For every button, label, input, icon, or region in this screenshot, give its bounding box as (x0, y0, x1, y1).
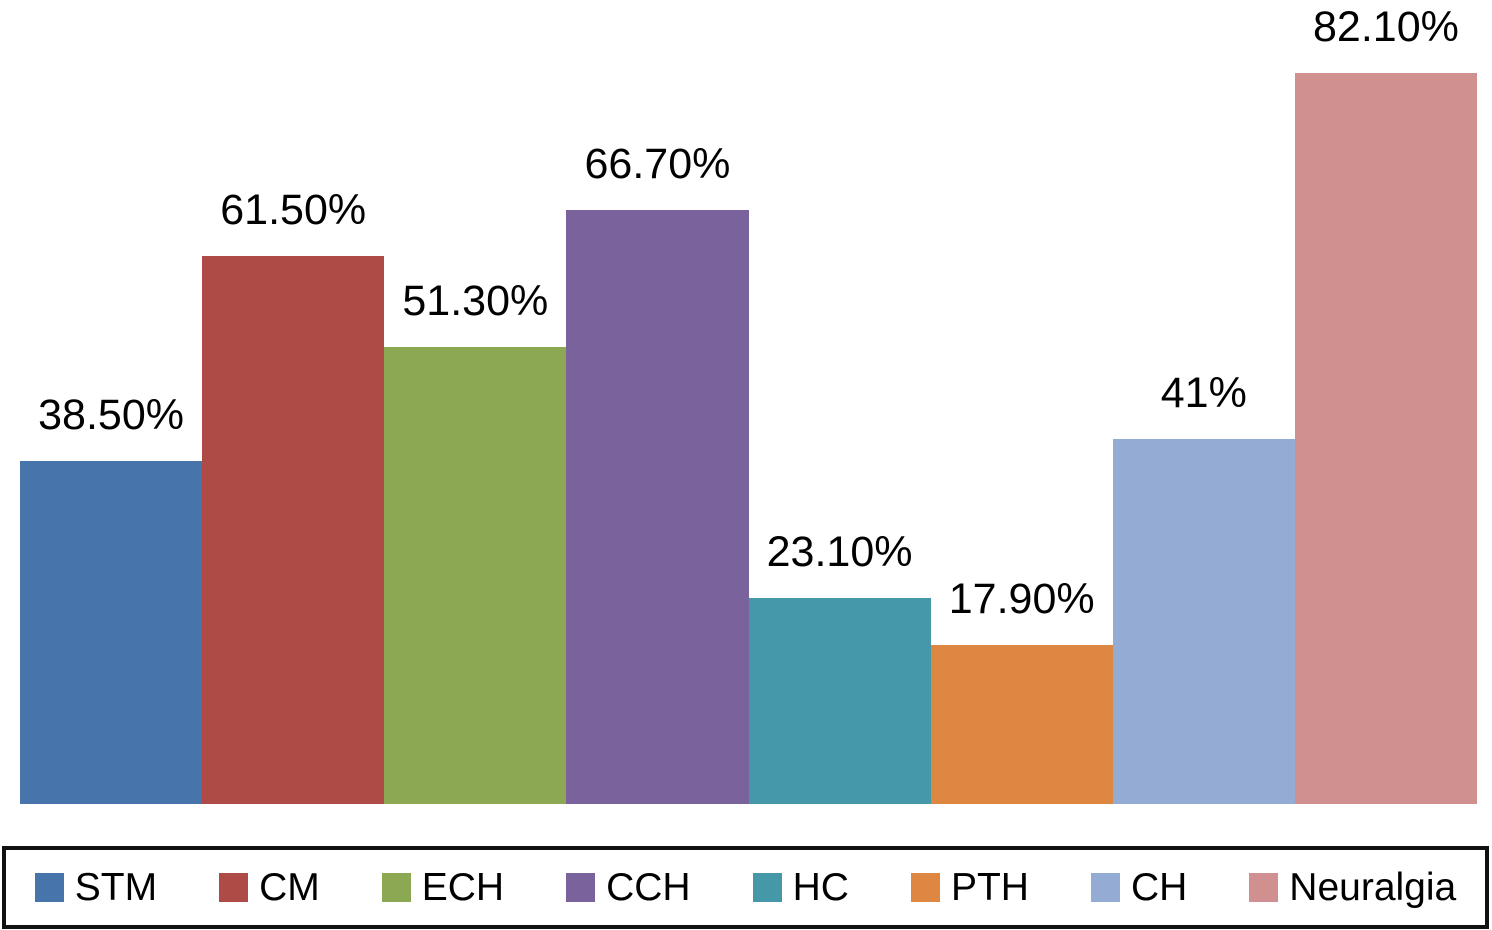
legend-swatch-ch (1090, 873, 1120, 902)
bar-column-stm: 38.50% (20, 0, 203, 804)
legend-label-ch: CH (1130, 866, 1188, 909)
legend-item-neuralgia: Neuralgia (1249, 868, 1456, 907)
legend-label-stm: STM (74, 866, 158, 909)
bar-value-label-hc: 23.10% (766, 528, 913, 576)
legend-swatch-pth (910, 873, 940, 902)
legend: STM CM ECH CCH HC PTH CH Neuralgia (2, 846, 1489, 929)
bar-value-label-cch: 66.70% (584, 140, 731, 188)
bar-cm (202, 256, 385, 804)
bar-value-label-cm: 61.50% (220, 186, 367, 234)
bar-stm (20, 461, 203, 804)
legend-swatch-cch (566, 873, 596, 902)
legend-swatch-hc (752, 873, 782, 902)
bar-ch (1112, 439, 1295, 804)
bar-value-label-pth: 17.90% (948, 575, 1095, 623)
legend-swatch-cm (219, 873, 249, 902)
bar-ech (384, 347, 567, 804)
bar-column-pth: 17.90% (930, 0, 1113, 804)
legend-label-hc: HC (792, 866, 849, 909)
plot-area: 38.50% 61.50% 51.30% 66.70% 23.10% 17.90% 41% 8… (20, 0, 1477, 804)
legend-item-hc: HC (752, 866, 849, 909)
bar-value-label-neuralgia: 82.10% (1313, 3, 1459, 51)
legend-item-cm: CM (219, 868, 320, 907)
bar-cch (566, 210, 749, 804)
legend-item-stm: STM (34, 866, 158, 909)
bar-column-hc: 23.10% (748, 0, 931, 804)
bar-column-ch: 41% (1112, 0, 1295, 804)
bar-value-label-ech: 51.30% (402, 277, 549, 325)
legend-item-cch: CCH (566, 868, 691, 907)
legend-label-pth: PTH (950, 866, 1029, 909)
legend-label-cch: CCH (606, 866, 691, 909)
bar-pth (930, 645, 1113, 804)
legend-item-ch: CH (1090, 866, 1188, 909)
legend-swatch-stm (34, 873, 64, 902)
legend-label-ech: ECH (421, 866, 505, 909)
bar-value-label-stm: 38.50% (38, 391, 184, 439)
legend-label-neuralgia: Neuralgia (1289, 866, 1457, 909)
bar-column-cch: 66.70% (566, 0, 749, 804)
bar-column-ech: 51.30% (384, 0, 567, 804)
bar-hc (748, 598, 931, 804)
legend-label-cm: CM (259, 866, 320, 909)
legend-item-ech: ECH (381, 866, 505, 909)
bar-column-neuralgia: 82.10% (1294, 0, 1477, 804)
bar-value-label-ch: 41% (1160, 369, 1247, 417)
bar-column-cm: 61.50% (202, 0, 385, 804)
bar-neuralgia (1294, 73, 1477, 804)
legend-item-pth: PTH (910, 866, 1029, 909)
legend-swatch-ech (381, 873, 411, 902)
legend-swatch-neuralgia (1249, 873, 1279, 902)
